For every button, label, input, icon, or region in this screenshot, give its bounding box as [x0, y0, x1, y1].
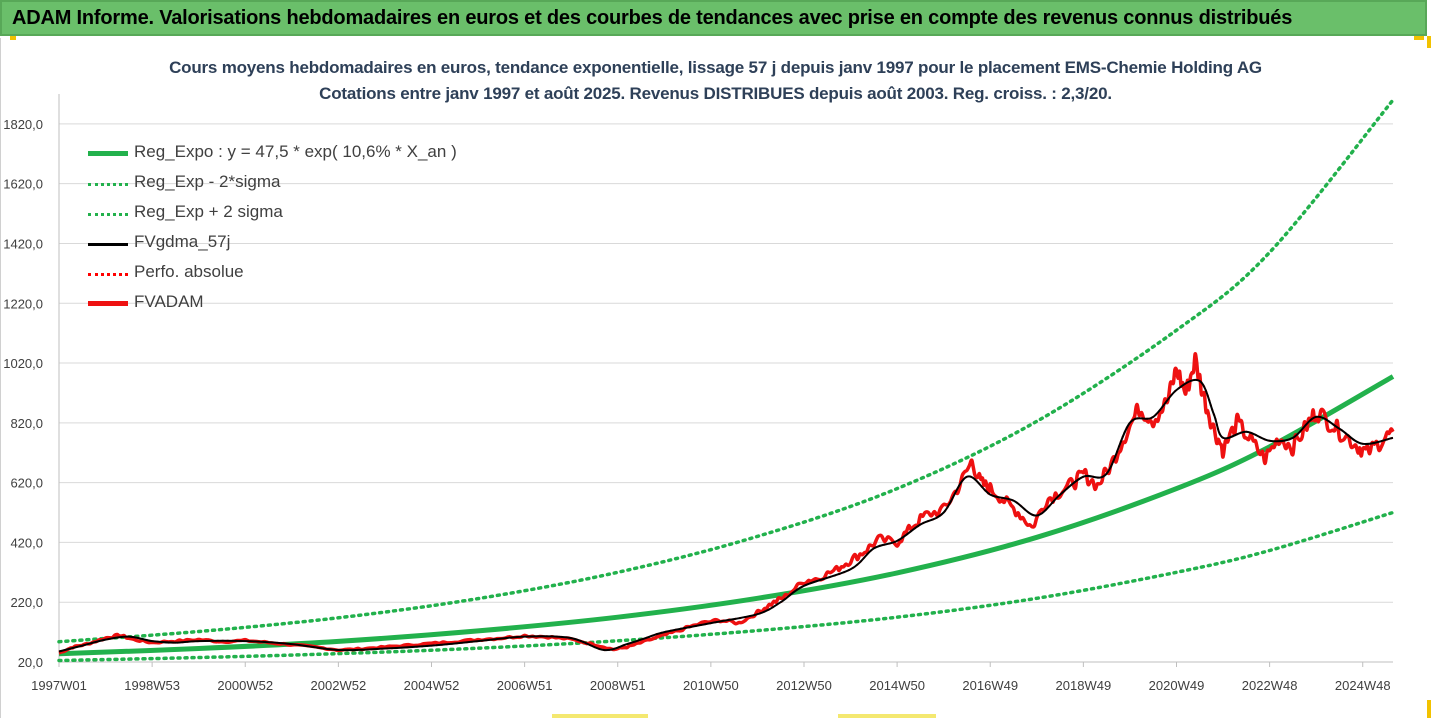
y-tick-label: 1420,0 — [3, 236, 43, 251]
sheet-tab-marker — [552, 714, 648, 718]
series-reg-expo — [58, 374, 1395, 657]
series-fvgdma-57j — [58, 378, 1394, 653]
y-tick-label: 1020,0 — [3, 356, 43, 371]
report-header: ADAM Informe. Valorisations hebdomadaire… — [0, 0, 1427, 36]
legend-label: FVgdma_57j — [134, 232, 231, 251]
legend-swatch-plus-sigma — [88, 213, 128, 216]
sheet-tab-marker — [838, 714, 936, 718]
report-title: ADAM Informe. Valorisations hebdomadaire… — [12, 7, 1293, 29]
y-tick-label: 1820,0 — [3, 117, 43, 132]
chart-plot: 20,0 220,0 420,0 620,0 820,0 1020,0 1220,0 1420… — [3, 94, 1395, 693]
corner-marker — [1427, 700, 1431, 718]
x-tick-label: 2018W49 — [1056, 678, 1112, 693]
legend-label: Reg_Expo : y = 47,5 * exp( 10,6% * X_an … — [134, 142, 457, 161]
series-perfo-absolue — [58, 378, 1394, 653]
chart-title: Cours moyens hebdomadaires en euros, ten… — [169, 58, 1262, 77]
x-tick-label: 1998W53 — [124, 678, 180, 693]
y-tick-label: 420,0 — [10, 535, 43, 550]
y-tick-label: 1620,0 — [3, 177, 43, 192]
legend-label: Perfo. absolue — [134, 262, 244, 281]
series-reg-exp-plus-2sigma — [57, 98, 1395, 644]
corner-marker — [10, 36, 16, 40]
x-tick-label: 1997W01 — [31, 678, 87, 693]
y-tick-label: 20,0 — [18, 655, 43, 670]
legend-label: Reg_Exp - 2*sigma — [134, 172, 281, 191]
legend-swatch-minus-sigma — [88, 183, 128, 186]
x-tick-label: 2004W52 — [404, 678, 460, 693]
legend-swatch-fvgdma — [88, 243, 128, 246]
legend-label: FVADAM — [134, 292, 204, 311]
legend-label: Reg_Exp + 2 sigma — [134, 202, 283, 221]
x-tick-label: 2020W49 — [1149, 678, 1205, 693]
y-tick-label: 1220,0 — [3, 296, 43, 311]
corner-marker — [1414, 36, 1424, 40]
y-tick-label: 820,0 — [10, 416, 43, 431]
chart-subtitle: Cotations entre janv 1997 et août 2025. … — [319, 84, 1112, 103]
corner-marker — [1427, 36, 1431, 48]
series-fvadam — [58, 352, 1395, 655]
x-tick-label: 2008W51 — [590, 678, 646, 693]
x-tick-label: 2002W52 — [311, 678, 367, 693]
legend-swatch-fvadam — [88, 301, 128, 306]
x-tick-label: 2012W50 — [776, 678, 832, 693]
series-reg-exp-minus-2sigma — [57, 510, 1395, 663]
y-tick-label: 220,0 — [10, 595, 43, 610]
x-tick-label: 2010W50 — [683, 678, 739, 693]
x-tick-label: 2014W50 — [869, 678, 925, 693]
y-tick-label: 620,0 — [10, 476, 43, 491]
x-tick-label: 2024W48 — [1335, 678, 1391, 693]
x-tick-label: 2000W52 — [217, 678, 273, 693]
legend-swatch-reg-expo — [88, 151, 128, 156]
x-tick-label: 2022W48 — [1242, 678, 1298, 693]
legend-swatch-perfo — [88, 273, 128, 276]
x-tick-label: 2006W51 — [497, 678, 553, 693]
x-tick-label: 2016W49 — [962, 678, 1018, 693]
chart-area: 20,0 220,0 420,0 620,0 820,0 1020,0 1220,0 1420… — [0, 38, 1431, 718]
